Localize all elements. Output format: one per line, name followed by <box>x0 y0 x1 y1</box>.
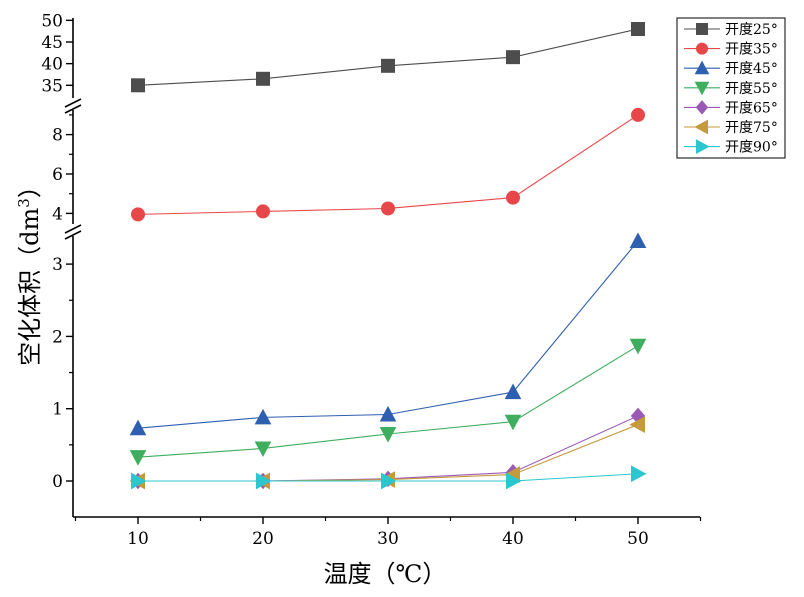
data-point <box>256 71 270 86</box>
legend-label: 开度55° <box>725 81 778 97</box>
y-tick-label: 45 <box>41 33 63 53</box>
legend-item: 开度25° <box>684 22 778 38</box>
legend-item: 开度90° <box>684 139 778 156</box>
data-point <box>629 338 647 355</box>
legend-label: 开度75° <box>725 120 778 136</box>
series-4 <box>129 338 647 466</box>
data-point <box>631 107 645 122</box>
legend-marker <box>696 42 708 55</box>
x-tick-label: 30 <box>377 529 399 549</box>
y-tick-label: 2 <box>52 327 63 347</box>
axis-break-mark <box>64 224 82 234</box>
legend-item: 开度55° <box>684 81 778 97</box>
x-tick-label: 20 <box>252 529 274 549</box>
data-point <box>506 50 520 65</box>
series-line <box>137 240 639 429</box>
legend-marker <box>696 139 710 154</box>
axis-break-mark <box>64 230 82 240</box>
data-point <box>129 419 147 436</box>
legend-label: 开度45° <box>725 61 778 77</box>
series-1 <box>131 22 645 93</box>
legend-label: 开度90° <box>725 140 778 156</box>
y-tick-label: 40 <box>41 55 63 75</box>
series-line <box>137 28 639 86</box>
data-point <box>629 416 645 433</box>
legend-item: 开度65° <box>684 100 778 116</box>
legend-marker <box>695 100 709 115</box>
legend-item: 开度45° <box>684 60 778 77</box>
y-tick-label: 35 <box>41 76 63 96</box>
legend-label: 开度35° <box>725 42 778 58</box>
y-tick-label: 4 <box>52 204 63 224</box>
axis-break-mark <box>64 98 82 108</box>
y-tick-label: 3 <box>52 255 63 275</box>
x-axis-title: 温度（℃） <box>324 560 447 588</box>
data-point <box>256 204 270 219</box>
y-tick-label: 6 <box>52 165 63 185</box>
legend-marker <box>694 119 708 135</box>
y-axis-title-main: 空化体积（dm <box>16 207 44 365</box>
data-point <box>379 427 397 443</box>
legend: 开度25° 开度35° 开度45° 开度55° 开度65° 开度75° 开度90° <box>676 17 786 159</box>
x-tick-label: 40 <box>502 529 524 549</box>
axis-break-mark <box>64 104 82 114</box>
series-group <box>129 22 647 490</box>
data-point <box>381 201 395 216</box>
data-point <box>129 450 147 466</box>
data-point <box>379 405 397 422</box>
x-tick-label: 10 <box>127 529 149 549</box>
y-tick-label: 50 <box>41 11 63 31</box>
data-point <box>381 58 395 73</box>
series-3 <box>129 232 647 436</box>
series-line <box>137 114 639 215</box>
data-point <box>506 190 520 205</box>
data-point <box>254 441 272 458</box>
axes <box>64 18 702 524</box>
data-point <box>629 232 647 248</box>
data-point <box>131 78 145 93</box>
series-7 <box>131 465 647 490</box>
y-tick-label: 0 <box>52 472 63 492</box>
data-point <box>504 383 522 400</box>
legend-item: 开度35° <box>684 42 778 58</box>
y-axis-title-close: ） <box>16 174 44 198</box>
legend-label: 开度65° <box>725 100 778 116</box>
data-point <box>631 22 645 37</box>
data-point <box>506 472 522 490</box>
legend-label: 开度25° <box>725 22 778 38</box>
y-tick-label: 8 <box>52 126 63 146</box>
legend-marker <box>696 23 708 35</box>
y-axis-title: 空化体积（dm3） <box>15 174 44 366</box>
data-point <box>131 207 145 222</box>
data-point <box>631 465 647 483</box>
y-axis-title-sup: 3 <box>15 198 33 208</box>
data-point <box>381 472 397 490</box>
data-point <box>254 408 272 425</box>
data-point <box>256 472 272 490</box>
y-tick-label: 1 <box>52 400 63 420</box>
legend-marker <box>694 60 710 75</box>
data-point <box>504 414 522 431</box>
x-tick-label: 50 <box>627 529 649 549</box>
legend-item: 开度75° <box>684 119 778 136</box>
legend-marker <box>694 81 710 96</box>
series-2 <box>131 107 645 222</box>
data-point <box>131 472 147 490</box>
